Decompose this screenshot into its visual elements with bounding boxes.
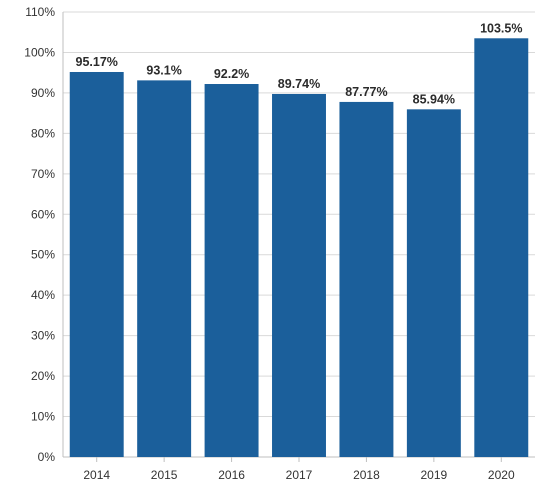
y-tick-label: 110% — [25, 5, 55, 19]
data-labels: 95.17% 93.1% 92.2% 89.74% 87.77% 85.94% 103.5% — [76, 21, 523, 106]
y-tick-label: 90% — [31, 86, 55, 100]
x-tick-label-2017: 2017 — [286, 468, 313, 482]
y-tick-label: 10% — [31, 410, 55, 424]
data-label-2016: 92.2% — [214, 67, 249, 81]
y-tick-label: 100% — [24, 45, 55, 59]
x-tick-label-2018: 2018 — [353, 468, 380, 482]
y-tick-label: 40% — [31, 288, 55, 302]
bar-2020 — [474, 38, 529, 457]
bar-2019 — [406, 109, 461, 458]
x-tick-label-2020: 2020 — [488, 468, 515, 482]
x-tick-label-2016: 2016 — [218, 468, 245, 482]
y-axis: 0% 10% 20% 30% 40% 50% 60% 70% 80% 90% 100% 110% — [24, 5, 64, 464]
y-tick-label: 60% — [31, 207, 55, 221]
bar-2016 — [204, 84, 259, 457]
y-tick-label: 30% — [31, 329, 55, 343]
bar-2015 — [137, 80, 192, 458]
x-tick-label-2019: 2019 — [421, 468, 448, 482]
y-tick-label: 70% — [31, 167, 55, 181]
y-tick-label: 50% — [31, 248, 55, 262]
y-tick-label: 20% — [31, 369, 55, 383]
data-label-2015: 93.1% — [146, 63, 181, 77]
bars — [69, 38, 529, 458]
data-label-2020: 103.5% — [480, 21, 522, 35]
y-tick-label: 80% — [31, 126, 55, 140]
x-tick-label-2015: 2015 — [151, 468, 178, 482]
data-label-2014: 95.17% — [76, 55, 118, 69]
data-label-2018: 87.77% — [345, 85, 387, 99]
y-tick-label: 0% — [38, 450, 56, 464]
bar-2014 — [69, 71, 124, 458]
x-tick-label-2014: 2014 — [83, 468, 110, 482]
data-label-2019: 85.94% — [413, 92, 455, 106]
x-axis: 2014 2015 2016 2017 2018 2019 2020 — [83, 457, 515, 482]
data-label-2017: 89.74% — [278, 77, 320, 91]
bar-2017 — [272, 93, 326, 457]
bar-2018 — [339, 101, 394, 458]
